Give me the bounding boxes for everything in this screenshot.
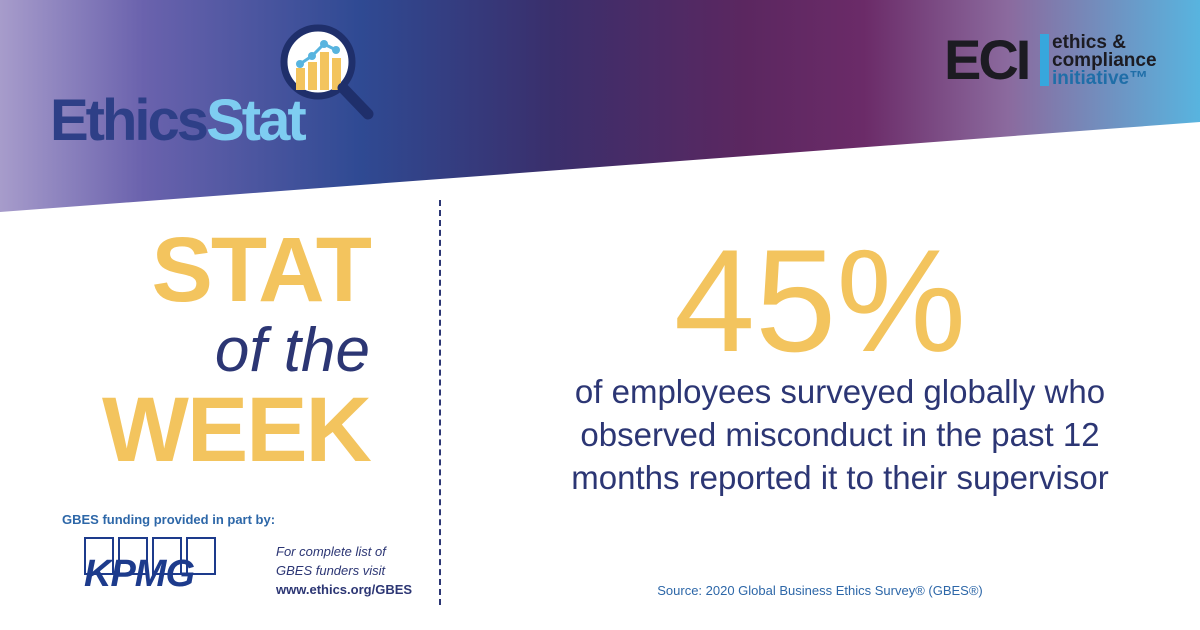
- magnifier-bar-chart-icon: [280, 24, 374, 120]
- dashed-divider: [439, 200, 441, 605]
- stat-description: of employees surveyed globally who obser…: [571, 373, 1109, 496]
- ethicsstat-logo: EthicsStat: [50, 22, 380, 152]
- heading-stat: STAT: [151, 219, 372, 321]
- kpmg-box: [186, 537, 216, 575]
- kpmg-wordmark: KPMG: [84, 553, 195, 595]
- kpmg-box: [118, 537, 148, 575]
- logo-ethics-text: Ethics: [50, 88, 209, 153]
- stat-value: 45%: [673, 219, 967, 382]
- stat-of-the-week-heading: STAT of the WEEK: [60, 219, 372, 481]
- kpmg-box: [84, 537, 114, 575]
- eci-line-1: ethics &: [1052, 32, 1126, 53]
- funding-label: GBES funding provided in part by:: [62, 512, 276, 527]
- heading-week: WEEK: [102, 379, 372, 481]
- kpmg-boxes: [84, 537, 224, 575]
- source-citation: Source: 2020 Global Business Ethics Surv…: [657, 583, 983, 598]
- eci-letters: ECI: [944, 28, 1031, 91]
- kpmg-box: [152, 537, 182, 575]
- eci-line-3: initiative™: [1052, 68, 1149, 89]
- funders-note-line-2: GBES funders visit: [276, 563, 386, 578]
- ethicsstat-wordmark: EthicsStat: [50, 92, 307, 150]
- eci-accent-bar: [1040, 34, 1049, 86]
- logo-stat-text: Stat: [206, 88, 307, 153]
- funders-url-link[interactable]: www.ethics.org/GBES: [276, 582, 413, 597]
- kpmg-logo: KPMG: [84, 537, 224, 597]
- eci-line-2: compliance: [1052, 50, 1157, 71]
- eci-tagline: ethics & compliance initiative™: [1052, 32, 1157, 89]
- funders-note-line-1: For complete list of: [276, 544, 386, 559]
- eci-logo: ECI ethics & compliance initiative™: [944, 30, 1184, 94]
- funders-note: For complete list of GBES funders visit …: [276, 542, 412, 599]
- heading-of-the: of the: [214, 316, 370, 385]
